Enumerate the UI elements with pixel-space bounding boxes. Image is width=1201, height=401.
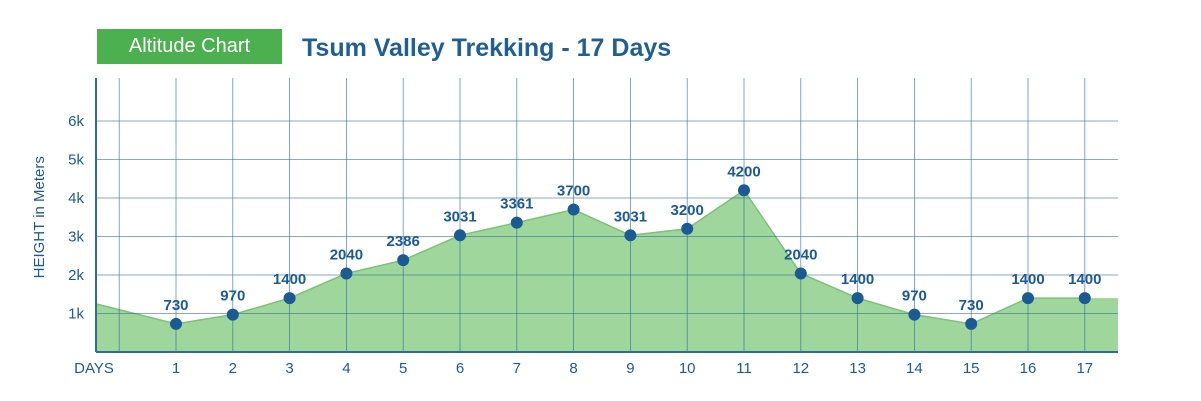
x-tick-label: 1 <box>172 360 180 377</box>
altitude-area <box>96 190 1118 352</box>
x-tick-label: 2 <box>229 360 237 377</box>
data-point <box>397 254 410 267</box>
data-label: 730 <box>163 297 188 314</box>
data-point <box>340 267 353 280</box>
data-label: 730 <box>959 297 984 314</box>
data-point <box>283 292 296 305</box>
y-tick-label: 6k <box>68 113 84 130</box>
data-point <box>170 317 182 330</box>
chart-badge: Altitude Chart <box>97 29 282 64</box>
data-point <box>567 203 580 216</box>
x-axis-label: DAYS <box>74 360 114 377</box>
x-tick-label: 16 <box>1020 360 1037 377</box>
data-point <box>510 216 523 229</box>
data-label: 3200 <box>671 202 704 219</box>
data-label: 2040 <box>330 246 363 263</box>
data-point <box>1022 292 1034 305</box>
x-tick-label: 8 <box>569 360 577 377</box>
data-label: 3361 <box>500 196 533 213</box>
data-label: 1400 <box>1011 271 1044 288</box>
x-tick-label: 9 <box>626 360 634 377</box>
y-axis-label: HEIGHT in Meters <box>31 156 48 278</box>
chart-header: Altitude Chart Tsum Valley Trekking - 17… <box>0 0 1201 80</box>
data-label: 970 <box>220 288 245 305</box>
data-point <box>794 267 807 280</box>
x-tick-label: 5 <box>399 360 407 377</box>
altitude-line <box>95 189 1085 325</box>
data-point <box>454 229 466 242</box>
data-label: 1400 <box>273 271 306 288</box>
data-point <box>738 184 750 197</box>
data-label: 970 <box>902 288 927 305</box>
x-tick-label: 15 <box>963 360 980 377</box>
data-point <box>965 317 978 330</box>
data-point <box>851 292 864 305</box>
data-label: 3031 <box>443 208 476 225</box>
x-tick-label: 6 <box>456 360 464 377</box>
y-tick-label: 5k <box>68 152 84 169</box>
x-tick-label: 12 <box>792 360 809 377</box>
data-label: 4200 <box>727 163 760 180</box>
x-tick-label: 17 <box>1076 360 1093 377</box>
y-tick-label: 3k <box>68 229 84 246</box>
data-label: 1400 <box>841 271 874 288</box>
data-point <box>624 229 637 242</box>
chart-title: Tsum Valley Trekking - 17 Days <box>302 34 672 62</box>
x-tick-label: 13 <box>849 360 866 377</box>
x-tick-label: 3 <box>285 360 293 377</box>
y-tick-label: 1k <box>68 306 84 323</box>
data-label: 3700 <box>557 183 590 200</box>
data-label: 2040 <box>784 246 817 263</box>
data-point <box>1078 292 1091 305</box>
data-point <box>908 308 921 321</box>
data-label: 1400 <box>1068 271 1101 288</box>
data-point <box>226 308 239 321</box>
x-tick-label: 14 <box>906 360 923 377</box>
data-label: 2386 <box>387 233 420 250</box>
data-point <box>681 222 694 235</box>
x-tick-label: 11 <box>736 360 752 377</box>
data-label: 3031 <box>614 208 647 225</box>
x-tick-label: 7 <box>513 360 521 377</box>
x-tick-label: 10 <box>679 360 696 377</box>
x-tick-label: 4 <box>342 360 350 377</box>
y-tick-label: 4k <box>68 190 84 207</box>
y-tick-label: 2k <box>68 267 84 284</box>
